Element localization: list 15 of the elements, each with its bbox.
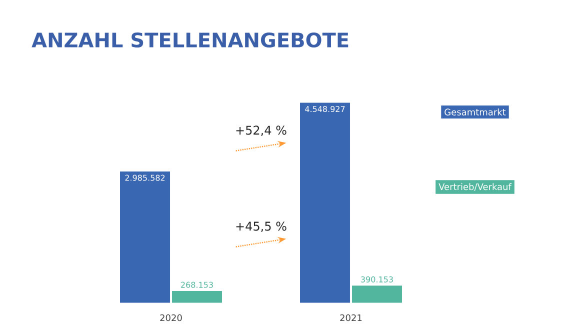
text: Vertrieb/Verkauf	[438, 183, 512, 191]
data-label: 2.985.582	[125, 174, 165, 181]
x-tick-label: 2020	[160, 314, 182, 322]
bar	[120, 172, 170, 303]
x-tick-label: 2021	[340, 314, 362, 322]
bar	[300, 102, 350, 303]
annotation: +52,4 %	[236, 126, 286, 136]
bar	[352, 286, 402, 303]
data-label: 268.153	[181, 282, 213, 288]
text: Gesamtmarkt	[444, 108, 506, 116]
annotation: +45,5 %	[236, 222, 286, 232]
chart-title: ANZAHL STELLENANGEBOTE	[32, 32, 348, 48]
bar	[172, 291, 222, 303]
data-label: 4.548.927	[305, 106, 345, 112]
data-label: 390.153	[361, 276, 393, 282]
